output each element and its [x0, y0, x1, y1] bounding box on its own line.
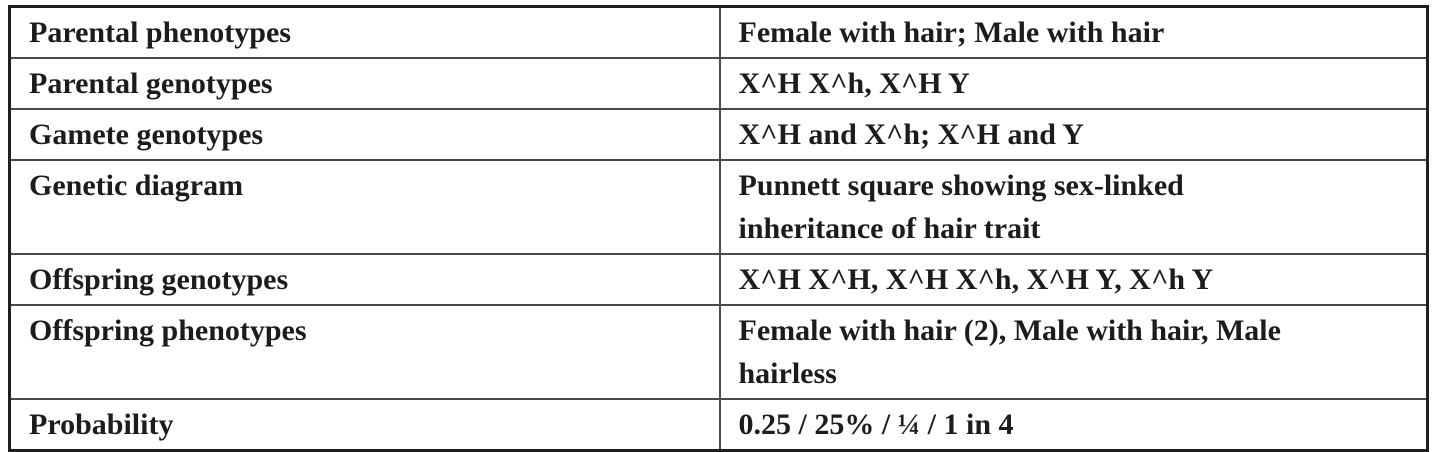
- row-value: X^H X^H, X^H X^h, X^H Y, X^h Y: [718, 253, 1429, 306]
- table-row: Offspring phenotypes Female with hair (2…: [8, 304, 1429, 400]
- row-label: Offspring phenotypes: [8, 304, 721, 400]
- row-value: X^H X^h, X^H Y: [718, 57, 1429, 110]
- table-row: Genetic diagram Punnett square showing s…: [8, 159, 1429, 255]
- table-row: Parental phenotypes Female with hair; Ma…: [8, 5, 1429, 59]
- row-value: 0.25 / 25% / ¼ / 1 in 4: [718, 398, 1429, 452]
- row-value: Female with hair (2), Male with hair, Ma…: [718, 304, 1429, 400]
- row-label: Parental phenotypes: [8, 5, 721, 59]
- row-value: Female with hair; Male with hair: [718, 5, 1429, 59]
- table-row: Gamete genotypes X^H and X^h; X^H and Y: [8, 108, 1429, 161]
- table-row: Offspring genotypes X^H X^H, X^H X^h, X^…: [8, 253, 1429, 306]
- row-label: Probability: [8, 398, 721, 452]
- row-label: Gamete genotypes: [8, 108, 721, 161]
- table-row: Parental genotypes X^H X^h, X^H Y: [8, 57, 1429, 110]
- row-value: Punnett square showing sex-linked inheri…: [718, 159, 1429, 255]
- row-label: Parental genotypes: [8, 57, 721, 110]
- row-label: Offspring genotypes: [8, 253, 721, 306]
- row-label: Genetic diagram: [8, 159, 721, 255]
- row-value: X^H and X^h; X^H and Y: [718, 108, 1429, 161]
- genetics-cross-table: Parental phenotypes Female with hair; Ma…: [8, 5, 1429, 452]
- table-row: Probability 0.25 / 25% / ¼ / 1 in 4: [8, 398, 1429, 452]
